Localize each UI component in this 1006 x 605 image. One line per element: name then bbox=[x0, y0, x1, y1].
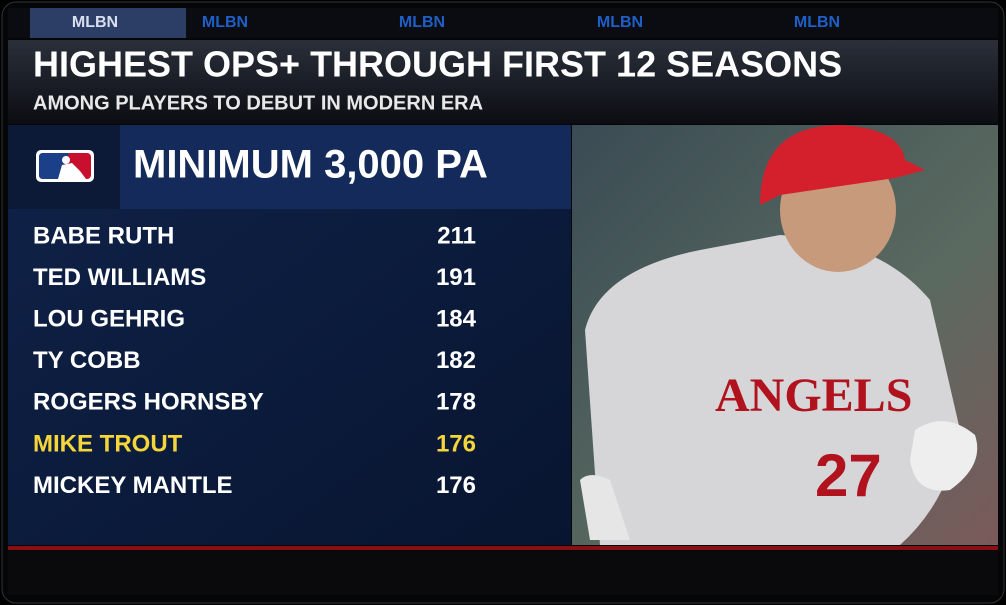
ops-plus-value: 176 bbox=[436, 472, 476, 499]
title-bar bbox=[8, 40, 998, 124]
jersey-number: 27 bbox=[815, 442, 882, 509]
ops-plus-value: 184 bbox=[436, 306, 477, 333]
active-tab bbox=[30, 8, 186, 38]
ops-plus-value: 178 bbox=[436, 389, 476, 416]
tab-label: MLBN bbox=[72, 14, 118, 31]
mlb-logo bbox=[36, 150, 94, 182]
player-name: BABE RUTH bbox=[33, 222, 174, 249]
tab-label: MLBN bbox=[794, 14, 840, 31]
ops-plus-value: 191 bbox=[436, 264, 476, 291]
tab-label: MLBN bbox=[399, 14, 445, 31]
footer-bar bbox=[8, 551, 998, 595]
title: HIGHEST OPS+ THROUGH FIRST 12 SEASONS bbox=[33, 44, 842, 85]
player-name: ROGERS HORNSBY bbox=[33, 389, 264, 416]
player-name: LOU GEHRIG bbox=[33, 306, 185, 333]
player-name: TED WILLIAMS bbox=[33, 264, 206, 291]
accent-line bbox=[8, 546, 998, 550]
subtitle: AMONG PLAYERS TO DEBUT IN MODERN ERA bbox=[33, 92, 483, 114]
ops-plus-value: 176 bbox=[436, 430, 476, 457]
player-name: TY COBB bbox=[33, 347, 141, 374]
tab-label: MLBN bbox=[202, 14, 248, 31]
player-name: MICKEY MANTLE bbox=[33, 472, 233, 499]
jersey-text: ANGELS bbox=[715, 369, 912, 422]
player-name: MIKE TROUT bbox=[33, 430, 183, 457]
player-photo: ANGELS 27 bbox=[572, 125, 998, 545]
table-heading: MINIMUM 3,000 PA bbox=[133, 143, 488, 187]
tab-label: MLBN bbox=[597, 14, 643, 31]
ops-plus-value: 182 bbox=[436, 347, 476, 374]
ops-plus-value: 211 bbox=[437, 222, 476, 249]
heading-box bbox=[120, 125, 571, 209]
